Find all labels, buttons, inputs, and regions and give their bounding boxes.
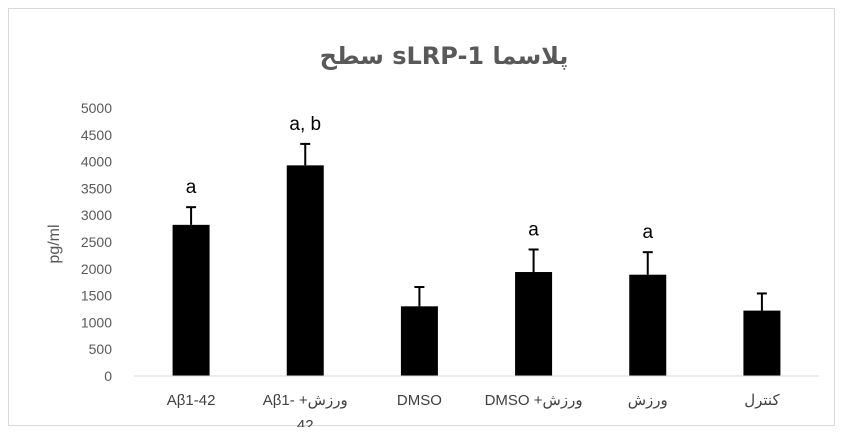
y-tick-label: 4000 [81,154,112,170]
y-tick-label: 5000 [81,100,112,116]
x-tick-label: DMSO [397,392,442,409]
chart-title: سطح sLRP-1 پلاسما [320,42,569,70]
y-tick-label: 2000 [81,261,112,277]
x-tick-label: Aβ1-42 [167,392,216,409]
x-axis: Aβ1-42 Aβ1- +ورزش 42 DMSO DMSO +ورزش ورزش کنتر… [134,375,819,427]
y-tick-label: 2500 [81,234,112,250]
bars: a a, b a a [172,114,781,376]
bar [400,306,438,376]
y-tick-label: 4500 [81,127,112,143]
x-tick-label: ورزش [628,392,668,409]
bar [629,274,667,376]
significance-label: a, b [289,114,321,135]
x-tick-label: Aβ1- +ورزش [263,392,348,409]
significance-label: a [642,222,653,243]
y-axis: 0 500 1000 1500 2000 2500 3000 3500 4000 4500 5000 [81,100,112,384]
y-tick-label: 0 [104,368,112,384]
bar [743,310,781,376]
x-tick-label: 42 [297,417,314,427]
chart-frame: سطح sLRP-1 پلاسما pg/ml 0 500 1000 1500 2000… [8,8,835,427]
bar [515,272,553,376]
y-axis-label: pg/ml [46,224,63,263]
y-tick-label: 3000 [81,207,112,223]
y-tick-label: 1000 [81,314,112,330]
y-tick-label: 1500 [81,288,112,304]
significance-label: a [186,177,197,198]
chart-canvas: سطح sLRP-1 پلاسما pg/ml 0 500 1000 1500 2000… [46,42,819,427]
y-tick-label: 500 [89,341,113,357]
bar [286,165,324,376]
x-tick-label: کنترل [744,392,780,409]
significance-label: a [528,220,539,241]
bar [172,224,210,376]
x-tick-label: DMSO +ورزش [485,392,583,409]
y-tick-label: 3500 [81,180,112,196]
